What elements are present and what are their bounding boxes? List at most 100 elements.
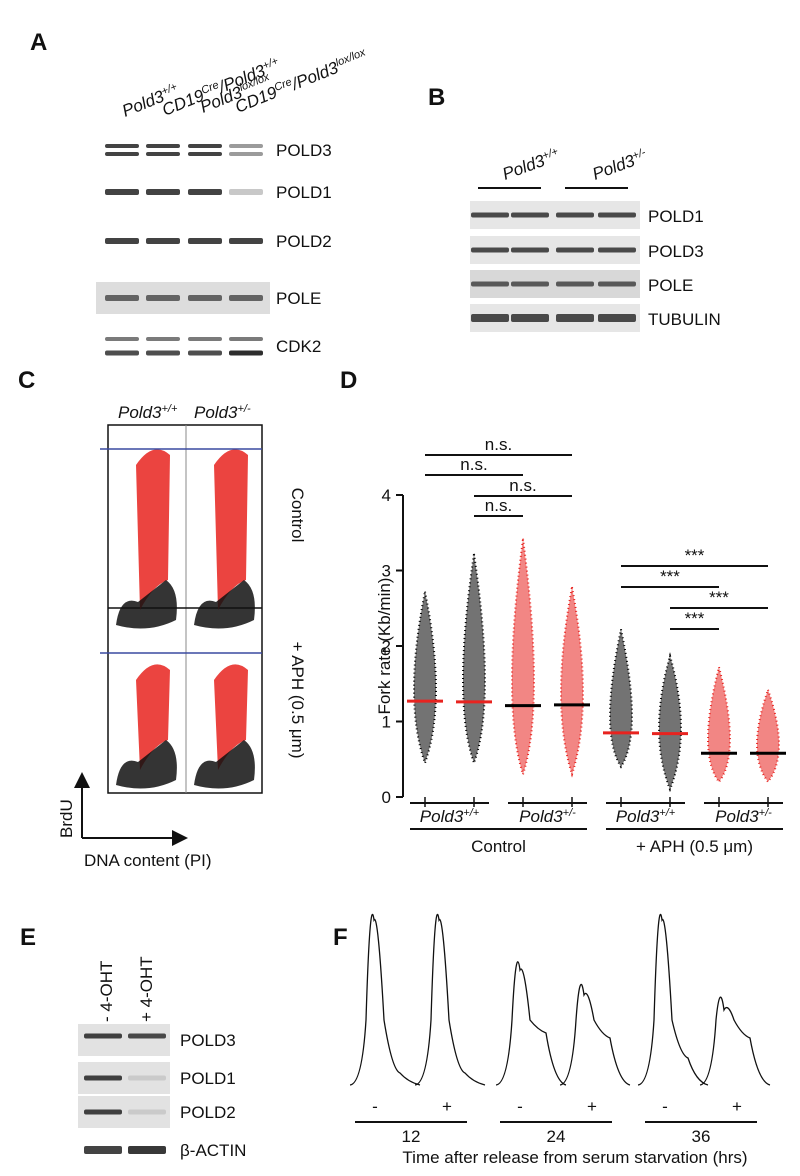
blot-band (188, 295, 222, 301)
blot-band (598, 314, 636, 322)
flow-population (214, 449, 248, 610)
blot-band (84, 1075, 122, 1081)
text-part: Pold3 (519, 807, 563, 826)
genotype-label: Pold3+/- (519, 807, 576, 826)
blot-band (471, 212, 509, 218)
superscript: lox/lox (334, 46, 368, 69)
superscript: +/+ (463, 807, 479, 819)
y-axis-label: Fork rate (Kb/min) (375, 578, 394, 715)
column-label: Pold3+/- (194, 403, 251, 422)
treatment-label: - (517, 1097, 523, 1116)
blot-band (128, 1109, 166, 1115)
row-label: + APH (0.5 μm) (288, 641, 307, 758)
blot-band (556, 314, 594, 322)
significance-label: *** (685, 546, 705, 565)
treatment-label: - (372, 1097, 378, 1116)
blot-label: POLD3 (276, 141, 332, 160)
blot-band (229, 189, 263, 195)
blot-band (188, 189, 222, 195)
blot-band (146, 350, 180, 356)
histogram-trace (699, 996, 771, 1086)
y-tick-label: 2 (382, 637, 391, 656)
superscript: +/+ (161, 403, 177, 415)
blot-label: POLD2 (276, 232, 332, 251)
column-label: Pold3+/+ (118, 403, 178, 422)
histogram-trace (559, 983, 631, 1086)
blot-band (146, 144, 180, 148)
blot-band (229, 152, 263, 156)
significance-label: *** (660, 567, 680, 586)
blot-band (598, 247, 636, 253)
superscript: +/+ (160, 81, 180, 98)
blot-band (229, 238, 263, 244)
panel-letter: D (340, 367, 357, 394)
histogram-trace (349, 913, 421, 1086)
blot-label: POLD1 (276, 183, 332, 202)
axis-label: Time after release from serum starvation… (402, 1148, 747, 1167)
treatment-label: + (587, 1097, 597, 1116)
genotype-label: Pold3+/+ (616, 807, 676, 826)
condition-label: Control (471, 837, 526, 856)
y-tick-label: 0 (382, 788, 391, 807)
dot-distribution (609, 629, 633, 769)
text-part: Pold3 (500, 151, 548, 184)
blot-band (471, 314, 509, 322)
blot-band (188, 238, 222, 244)
flow-population (194, 580, 255, 629)
treatment-label: - (662, 1097, 668, 1116)
lane-label: + 4-OHT (137, 956, 156, 1022)
significance-label: n.s. (485, 496, 512, 515)
row-label: Control (288, 488, 307, 543)
genotype-label: Pold3+/+ (420, 807, 480, 826)
histogram-trace (414, 913, 486, 1086)
group-label: Pold3+/+ (500, 145, 563, 183)
genotype-label: Pold3+/- (715, 807, 772, 826)
blot-band (556, 212, 594, 218)
blot-label: POLD1 (648, 207, 704, 226)
flow-population (136, 664, 170, 770)
blot-band (84, 1146, 122, 1154)
flow-population (116, 580, 177, 629)
text-part: Pold3 (715, 807, 759, 826)
blot-band (511, 212, 549, 218)
blot-band (128, 1075, 166, 1081)
blot-label: POLD3 (180, 1031, 236, 1050)
axis-label: DNA content (PI) (84, 851, 212, 870)
y-tick-label: 4 (382, 486, 391, 505)
panel-letter: A (30, 29, 47, 56)
time-label: 12 (402, 1127, 421, 1146)
text-part: Pold3 (118, 403, 162, 422)
blot-band (471, 281, 509, 287)
blot-band (471, 247, 509, 253)
text-part: Pold3 (420, 807, 464, 826)
dot-distribution (560, 586, 584, 778)
blot-band (84, 1109, 122, 1115)
panel-letter: E (20, 924, 36, 951)
dot-distribution (413, 591, 437, 767)
superscript: +/- (759, 807, 772, 819)
superscript: +/+ (261, 55, 281, 72)
blot-band (188, 152, 222, 156)
blot-band (105, 189, 139, 195)
dot-distribution (756, 686, 780, 784)
treatment-label: + (732, 1097, 742, 1116)
blot-label: POLD1 (180, 1069, 236, 1088)
dot-distribution (707, 666, 731, 784)
blot-band (84, 1033, 122, 1039)
flow-population (194, 740, 255, 789)
text-part: Pold3 (194, 403, 238, 422)
blot-band (511, 314, 549, 322)
blot-band (105, 238, 139, 244)
blot-band (229, 295, 263, 301)
blot-band (105, 144, 139, 148)
blot-band (128, 1033, 166, 1039)
dot-distribution (511, 538, 535, 778)
blot-band (556, 281, 594, 287)
significance-label: *** (709, 588, 729, 607)
lane-label: - 4-OHT (97, 961, 116, 1022)
blot-band (105, 295, 139, 301)
group-label: Pold3+/- (590, 146, 650, 183)
significance-label: *** (685, 609, 705, 628)
blot-band (146, 189, 180, 195)
